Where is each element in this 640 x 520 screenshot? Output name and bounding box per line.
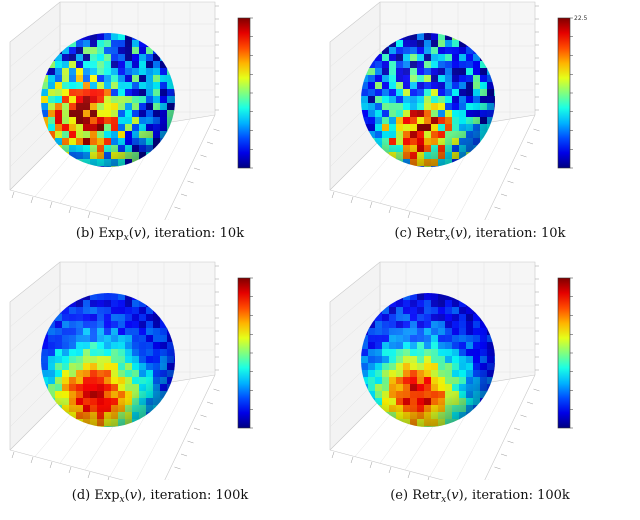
colorbar	[237, 17, 253, 169]
caption-suffix: , iteration: 100k	[463, 488, 570, 503]
caption-label: (c)	[394, 226, 412, 241]
caption-b: (b) Expx(v), iteration: 10k	[75, 226, 245, 243]
caption-label: (d)	[71, 488, 91, 503]
sphere-shading	[41, 33, 175, 167]
panel-d: (d) Expx(v), iteration: 100k	[0, 260, 320, 520]
caption-suffix: , iteration: 10k	[146, 226, 245, 241]
caption-var: v	[129, 488, 138, 503]
caption-suffix: , iteration: 10k	[467, 226, 566, 241]
colorbar-tick-label: 22.5	[574, 15, 588, 22]
caption-op: Exp	[94, 488, 120, 503]
caption-d: (d) Expx(v), iteration: 100k	[71, 488, 249, 505]
plot-d	[9, 261, 253, 480]
caption-e: (e) Retrx(v), iteration: 100k	[390, 488, 570, 505]
caption-label: (e)	[390, 488, 409, 503]
caption-sub: x	[123, 233, 129, 243]
caption-sub: x	[445, 233, 451, 243]
plot-e	[329, 261, 573, 480]
caption-op: Exp	[98, 226, 124, 241]
caption-var: v	[455, 226, 463, 241]
sphere-shading	[361, 293, 495, 427]
plot-b	[9, 1, 253, 220]
caption-label: (b)	[75, 226, 95, 241]
caption-sub: x	[441, 495, 447, 505]
caption-suffix: , iteration: 100k	[142, 488, 249, 503]
colorbar	[557, 277, 573, 429]
panel-e: (e) Retrx(v), iteration: 100k	[320, 260, 640, 520]
caption-c: (c) Retrx(v), iteration: 10k	[394, 226, 566, 243]
colorbar	[237, 277, 253, 429]
caption-sub: x	[119, 495, 125, 505]
plot-c: 22.5	[329, 1, 588, 220]
sphere-shading	[41, 293, 175, 427]
caption-var: v	[133, 226, 142, 241]
caption-var: v	[451, 488, 459, 503]
panel-c: 22.5 (c) Retrx(v), iteration: 10k	[320, 0, 640, 260]
caption-op: Retr	[412, 488, 442, 503]
caption-op: Retr	[416, 226, 446, 241]
panel-b: (b) Expx(v), iteration: 10k	[0, 0, 320, 260]
sphere-shading	[361, 33, 495, 167]
colorbar: 22.5	[557, 15, 588, 169]
